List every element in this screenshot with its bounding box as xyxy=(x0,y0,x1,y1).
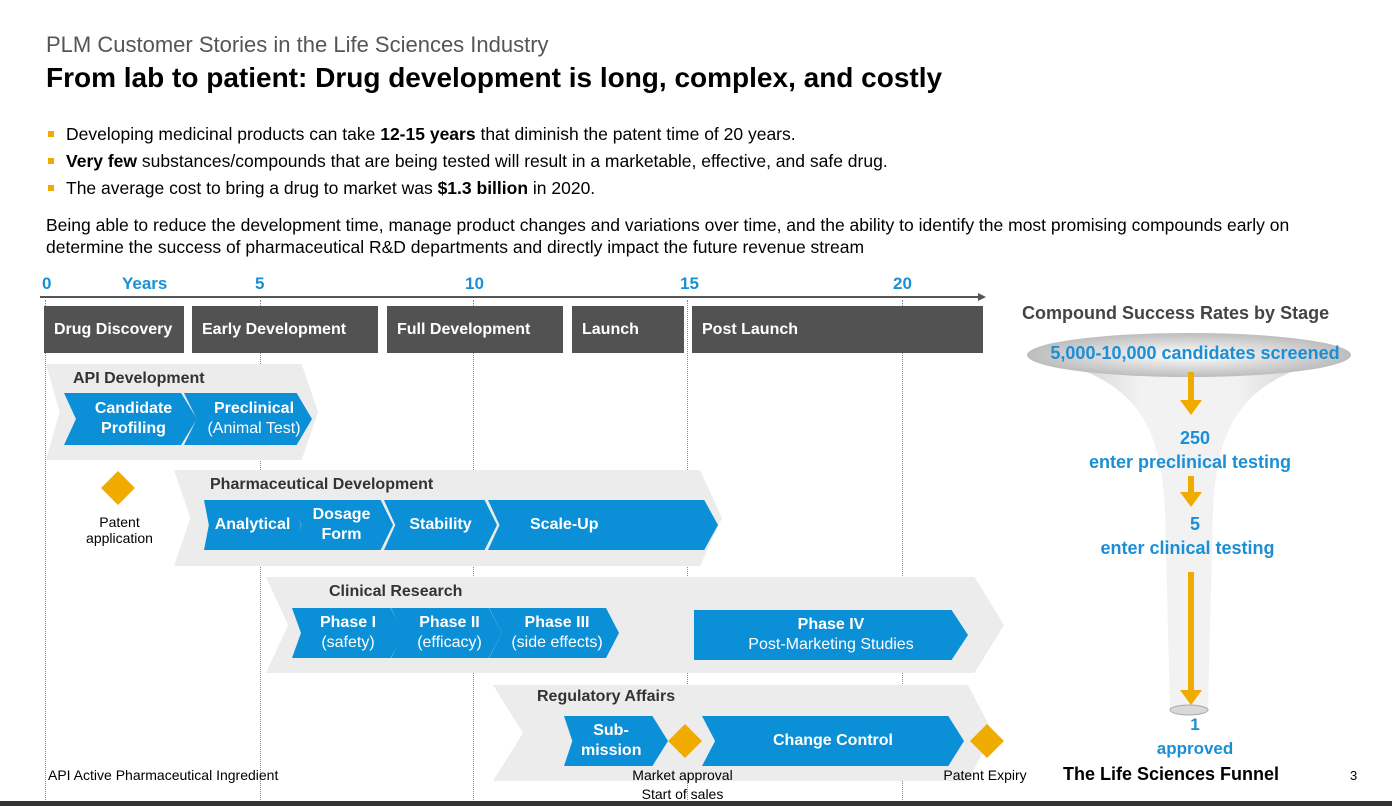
stage-post-launch: Post Launch xyxy=(692,306,983,353)
bullet-item: The average cost to bring a drug to mark… xyxy=(46,178,888,199)
stage-full-development: Full Development xyxy=(387,306,563,353)
slide-title: From lab to patient: Drug development is… xyxy=(46,62,943,93)
phase-2-step: Phase II (efficacy) xyxy=(391,608,502,658)
slide-subtitle: PLM Customer Stories in the Life Science… xyxy=(46,32,549,57)
page-number: 3 xyxy=(1350,768,1358,783)
funnel-arrow-down-icon xyxy=(1180,400,1202,415)
submission-step: Sub- mission xyxy=(564,716,668,766)
axis-tick-5: 5 xyxy=(255,274,265,293)
stage-early-development: Early Development xyxy=(192,306,378,353)
funnel-preclinical-label: enter preclinical testing xyxy=(1088,452,1292,472)
footnote-api: API Active Pharmaceutical Ingredient xyxy=(48,767,279,783)
bottom-border xyxy=(0,801,1392,806)
pharmaceutical-development-label: Pharmaceutical Development xyxy=(210,476,434,493)
funnel-caption: The Life Sciences Funnel xyxy=(1063,764,1280,784)
funnel-title: Compound Success Rates by Stage xyxy=(1022,303,1330,323)
patent-expiry-label: Patent Expiry xyxy=(943,767,1027,783)
timeline-axis-arrow xyxy=(40,293,986,301)
funnel-count-1: 1 xyxy=(1190,715,1200,734)
funnel-arrow-down-icon xyxy=(1180,690,1202,705)
funnel-arrow-shaft xyxy=(1188,372,1194,402)
year-gridline xyxy=(45,300,46,800)
funnel-shape xyxy=(1027,333,1351,716)
change-control-step: Change Control xyxy=(702,716,964,766)
axis-tick-0: 0 xyxy=(42,274,52,293)
axis-tick-15: 15 xyxy=(680,274,699,293)
clinical-research-label: Clinical Research xyxy=(329,583,463,600)
summary-paragraph: Being able to reduce the development tim… xyxy=(46,215,1290,257)
api-development-label: API Development xyxy=(73,370,205,387)
patent-application-milestone-diamond xyxy=(101,471,135,505)
dosage-form-step: Dosage Form xyxy=(290,500,393,550)
start-of-sales-label: Start of sales xyxy=(641,786,724,802)
regulatory-affairs-label: Regulatory Affairs xyxy=(537,688,676,705)
phase-4-step: Phase IV Post-Marketing Studies xyxy=(694,610,968,660)
analytical-step: Analytical xyxy=(204,500,301,550)
candidate-profiling-step: Candidate Profiling xyxy=(64,393,197,445)
funnel-arrow-shaft xyxy=(1188,476,1194,494)
bullet-list: Developing medicinal products can take 1… xyxy=(46,124,888,205)
funnel-arrow-down-icon xyxy=(1180,492,1202,507)
bullet-item: Very few substances/compounds that are b… xyxy=(46,151,888,172)
funnel-screened-label: 5,000-10,000 candidates screened xyxy=(1050,343,1340,363)
year-gridline xyxy=(902,300,903,800)
stability-step: Stability xyxy=(384,500,497,550)
phase-1-step: Phase I (safety) xyxy=(292,608,404,658)
bullet-item: Developing medicinal products can take 1… xyxy=(46,124,888,145)
preclinical-step: Preclinical (Animal Test) xyxy=(184,393,312,445)
funnel-count-250: 250 xyxy=(1179,428,1211,448)
axis-label-years: Years xyxy=(122,274,168,293)
funnel-approved-label: approved xyxy=(1156,739,1234,758)
axis-tick-20: 20 xyxy=(893,274,912,293)
stage-drug-discovery: Drug Discovery xyxy=(44,306,184,353)
funnel-count-5: 5 xyxy=(1189,514,1200,534)
funnel-arrow-shaft xyxy=(1188,572,1194,692)
market-approval-label: Market approval xyxy=(632,767,733,783)
funnel-clinical-label: enter clinical testing xyxy=(1100,538,1275,558)
stage-launch: Launch xyxy=(572,306,684,353)
scale-up-step: Scale-Up xyxy=(488,500,718,550)
patent-application-label: Patent application xyxy=(86,514,153,546)
axis-tick-10: 10 xyxy=(465,274,484,293)
phase-3-step: Phase III (side effects) xyxy=(489,608,619,658)
